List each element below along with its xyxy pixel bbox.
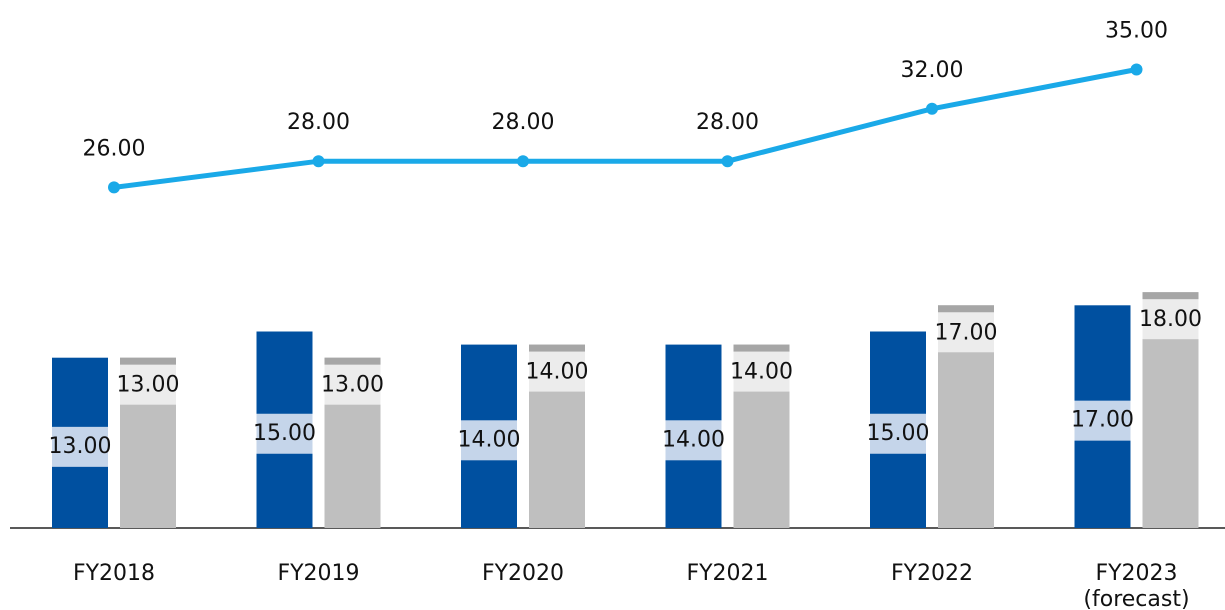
label-band [461, 420, 517, 461]
label-band [324, 364, 381, 405]
line [113, 67, 1137, 190]
top-strip [529, 344, 585, 352]
value-label: 14.00 [662, 427, 725, 452]
line-point [926, 102, 938, 115]
top-strip [938, 305, 994, 313]
x-tick-label: FY2019 [277, 561, 360, 586]
value-label: 32.00 [901, 58, 964, 83]
value-label: 28.00 [492, 110, 555, 135]
value-label: 15.00 [867, 421, 930, 446]
value-label: 28.00 [696, 110, 759, 135]
top-strip [324, 357, 381, 365]
label-band [870, 413, 926, 454]
label-band [665, 420, 722, 461]
value-label: 28.00 [287, 110, 350, 135]
value-label: 26.00 [83, 136, 146, 161]
label-band [529, 351, 585, 392]
x-tick-label: FY2022 [890, 561, 974, 586]
label-band [256, 413, 313, 454]
top-strip [1142, 292, 1199, 300]
value-label: 14.00 [458, 427, 521, 452]
value-label: 15.00 [253, 421, 316, 446]
value-label: 17.00 [935, 320, 998, 345]
x-tick-label: FY2020 [481, 561, 565, 586]
label-band [938, 312, 994, 353]
x-tick-label: FY2023 (forecast) [1083, 561, 1190, 610]
line-point [1130, 63, 1143, 76]
line-point [721, 155, 734, 168]
value-label: 14.00 [730, 360, 793, 385]
x-tick-label: FY2018 [72, 561, 156, 586]
label-band [52, 426, 108, 467]
value-label: 35.00 [1105, 19, 1168, 44]
line-point [312, 155, 325, 168]
line-point [108, 181, 120, 194]
value-label: 14.00 [526, 360, 589, 385]
value-label: 13.00 [321, 373, 384, 398]
label-band [733, 351, 790, 392]
value-label: 17.00 [1071, 408, 1134, 433]
line-point [517, 155, 529, 168]
label-band [120, 364, 176, 405]
x-tick-label: FY2021 [686, 561, 769, 586]
value-label: 13.00 [49, 434, 112, 459]
top-strip [733, 344, 790, 352]
value-label: 13.00 [117, 373, 180, 398]
top-strip [120, 357, 176, 365]
label-band [1074, 400, 1131, 441]
value-label: 18.00 [1139, 307, 1202, 332]
label-band [1142, 299, 1199, 340]
